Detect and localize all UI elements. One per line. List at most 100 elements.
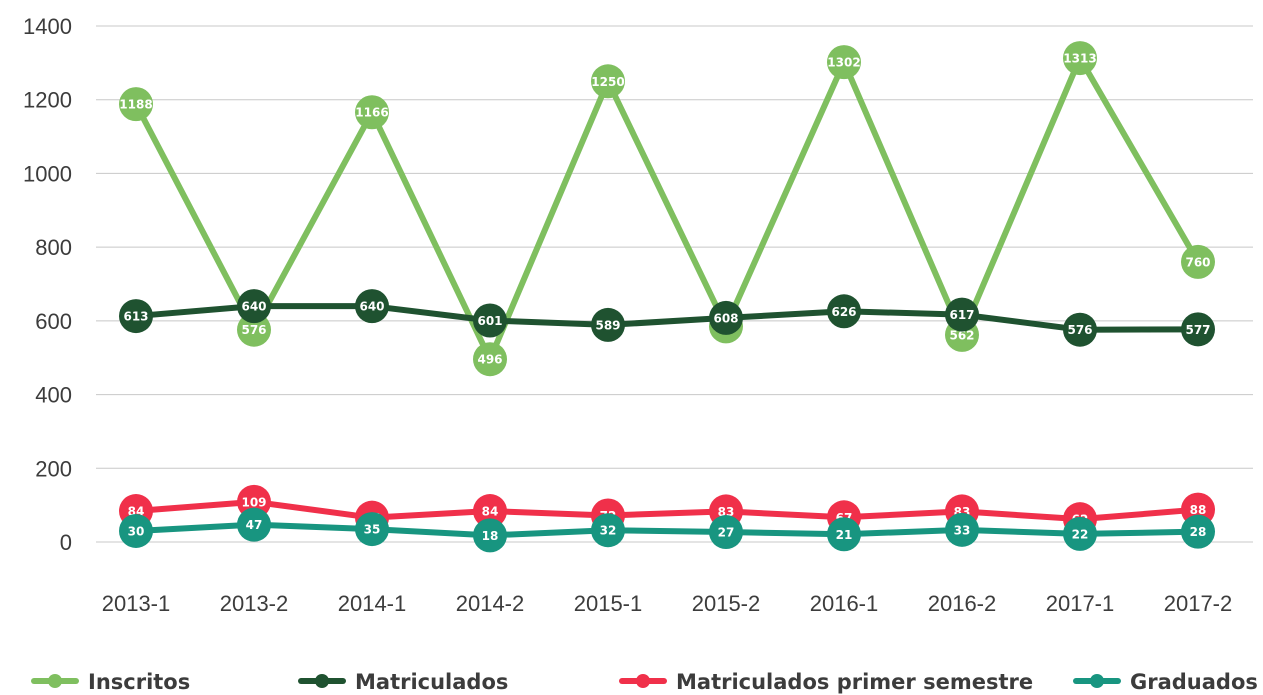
- x-tick-label: 2014-1: [338, 591, 407, 616]
- y-tick-label: 1200: [23, 88, 72, 113]
- y-tick-label: 1400: [23, 14, 72, 39]
- data-label: 47: [246, 518, 263, 532]
- data-label: 576: [241, 323, 266, 337]
- data-point: [827, 294, 861, 329]
- x-tick-label: 2013-2: [220, 591, 289, 616]
- data-point: [355, 289, 389, 324]
- data-point: [945, 297, 979, 332]
- data-point: [827, 517, 861, 552]
- series-line: [133, 498, 1201, 523]
- data-label: 22: [1072, 527, 1089, 541]
- legend-label: Matriculados: [355, 670, 508, 694]
- series-lines: 1188576116649612505851302562131376061364…: [119, 41, 1215, 553]
- data-label: 109: [241, 495, 266, 509]
- legend-marker: [636, 674, 650, 688]
- legend-item: Matriculados: [298, 670, 508, 694]
- data-label: 32: [600, 524, 617, 538]
- data-label: 613: [123, 310, 148, 324]
- series-line: [133, 303, 1201, 333]
- data-label: 576: [1067, 323, 1092, 337]
- data-point: [1181, 244, 1215, 279]
- data-point: [473, 518, 507, 553]
- x-tick-label: 2013-1: [102, 591, 171, 616]
- data-label: 28: [1190, 525, 1207, 539]
- data-point: [591, 513, 625, 548]
- data-label: 88: [1190, 503, 1207, 517]
- data-label: 35: [364, 523, 381, 537]
- legend-marker: [315, 674, 329, 688]
- gridlines: [96, 25, 1253, 543]
- y-tick-label: 200: [35, 456, 72, 481]
- data-label: 640: [241, 300, 266, 314]
- data-point: [237, 507, 271, 542]
- data-label: 626: [831, 305, 856, 319]
- data-label: 1302: [827, 56, 860, 70]
- data-point: [827, 45, 861, 80]
- data-point: [591, 64, 625, 99]
- data-label: 21: [836, 528, 853, 542]
- series-line: [133, 55, 1201, 363]
- data-label: 83: [718, 505, 735, 519]
- data-point: [473, 494, 507, 529]
- data-point: [591, 307, 625, 342]
- legend-label: Graduados: [1130, 670, 1258, 694]
- y-axis-ticks: 0 200 400 600 800 1000 1200 1400: [23, 14, 72, 555]
- data-point: [945, 512, 979, 547]
- data-label: 1313: [1063, 52, 1096, 66]
- data-point: [355, 95, 389, 130]
- data-point: [473, 303, 507, 338]
- x-tick-label: 2014-2: [456, 591, 525, 616]
- data-point: [709, 515, 743, 550]
- data-label: 30: [128, 524, 145, 538]
- y-tick-label: 400: [35, 383, 72, 408]
- legend-marker: [48, 674, 62, 688]
- data-point: [1063, 312, 1097, 347]
- data-label: 84: [482, 505, 499, 519]
- data-point: [237, 289, 271, 324]
- legend-label: Inscritos: [88, 670, 190, 694]
- x-tick-label: 2015-2: [692, 591, 761, 616]
- data-label: 608: [713, 311, 738, 325]
- data-point: [119, 299, 153, 334]
- data-point: [1063, 516, 1097, 551]
- data-label: 18: [482, 529, 499, 543]
- legend-label: Matriculados primer semestre: [676, 670, 1033, 694]
- data-point: [355, 512, 389, 547]
- legend-item: Inscritos: [31, 670, 190, 694]
- legend: Inscritos Matriculados Matriculados primer…: [31, 670, 1258, 694]
- data-label: 496: [477, 353, 502, 367]
- legend-item: Graduados: [1073, 670, 1258, 694]
- x-tick-label: 2017-2: [1164, 591, 1233, 616]
- data-label: 577: [1185, 323, 1210, 337]
- legend-item: Matriculados primer semestre: [619, 670, 1033, 694]
- data-label: 617: [949, 308, 974, 322]
- data-label: 1250: [591, 75, 624, 89]
- data-label: 1188: [119, 98, 152, 112]
- data-point: [119, 87, 153, 122]
- legend-marker: [1090, 674, 1104, 688]
- x-tick-label: 2016-1: [810, 591, 879, 616]
- x-tick-label: 2017-1: [1046, 591, 1115, 616]
- data-label: 562: [949, 328, 974, 342]
- data-point: [1181, 312, 1215, 347]
- data-label: 1166: [355, 106, 388, 120]
- y-tick-label: 800: [35, 235, 72, 260]
- data-label: 589: [595, 318, 620, 332]
- data-label: 640: [359, 300, 384, 314]
- data-point: [119, 513, 153, 548]
- x-tick-label: 2015-1: [574, 591, 643, 616]
- x-axis-ticks: 2013-1 2013-2 2014-1 2014-2 2015-1 2015-2 2016…: [102, 591, 1233, 616]
- data-label: 33: [954, 523, 971, 537]
- data-point: [1063, 41, 1097, 76]
- y-tick-label: 0: [60, 530, 72, 555]
- data-label: 760: [1185, 255, 1210, 269]
- data-point: [709, 300, 743, 335]
- series-line: [133, 521, 1201, 539]
- data-label: 27: [718, 526, 735, 540]
- data-point: [473, 342, 507, 377]
- x-tick-label: 2016-2: [928, 591, 997, 616]
- data-point: [237, 312, 271, 347]
- data-point: [1181, 514, 1215, 549]
- data-label: 601: [477, 314, 502, 328]
